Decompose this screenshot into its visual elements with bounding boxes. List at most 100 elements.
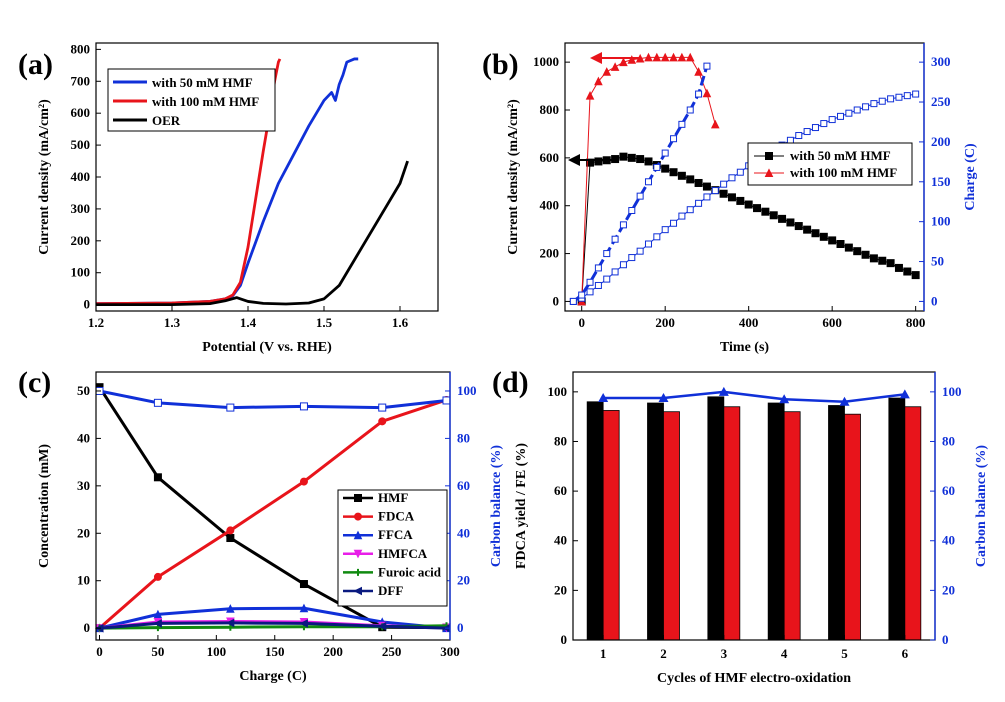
b-data-point — [686, 175, 695, 184]
a-y-axis-title: Current density (mA/cm²) — [37, 99, 52, 255]
b-data-point — [744, 200, 753, 209]
d-y2-tick-label: 40 — [942, 533, 955, 548]
d-bar — [647, 402, 664, 641]
series-line-3 — [96, 160, 409, 307]
a-x-tick-label: 1.5 — [316, 315, 333, 330]
a-legend-label: with 50 mM HMF — [152, 75, 253, 90]
c-x-tick-label: 100 — [207, 644, 227, 659]
b-series-line — [573, 93, 916, 302]
d-y2-tick-label: 100 — [942, 384, 962, 399]
b-data-point — [912, 90, 920, 98]
d-y-tick-label: 20 — [554, 582, 567, 597]
b-data-point — [677, 52, 687, 62]
c-legend-label: DFF — [378, 583, 403, 598]
b-data-point — [887, 95, 895, 103]
b-data-point — [611, 235, 619, 243]
b-y-tick-label: 1000 — [533, 54, 559, 69]
b-data-point — [878, 256, 887, 265]
b-data-point — [569, 297, 577, 305]
d-y2-axis-title: Carbon balance (%) — [974, 445, 989, 567]
a-panel-label: (a) — [18, 48, 53, 81]
b-data-point — [636, 192, 644, 200]
b-data-point — [878, 97, 886, 105]
c-y2-axis-title: Carbon balance (%) — [489, 445, 504, 567]
b-y-tick-label: 200 — [540, 246, 560, 261]
b-data-point — [586, 278, 594, 286]
c-x-tick-label: 150 — [265, 644, 285, 659]
a-y-tick-label: 100 — [71, 265, 91, 280]
b-data-point — [869, 254, 878, 263]
b-data-point — [585, 91, 595, 100]
b-data-point — [820, 120, 828, 128]
b-data-point — [670, 219, 678, 227]
b-data-point — [803, 225, 812, 234]
b-data-point — [720, 180, 728, 188]
d-data-point — [899, 389, 910, 399]
b-data-point — [703, 62, 711, 70]
c-data-point — [226, 534, 235, 543]
b-data-point — [603, 250, 611, 258]
c-legend-label: HMF — [378, 490, 408, 505]
b-data-point — [695, 90, 703, 98]
a-y-tick-label: 0 — [84, 297, 91, 312]
b-data-point — [628, 254, 636, 262]
b-data-point — [619, 261, 627, 269]
b-data-point — [828, 116, 836, 124]
c-x-tick-label: 0 — [96, 644, 103, 659]
b-data-point — [594, 281, 602, 289]
b-red-axis-arrowhead — [590, 52, 602, 64]
b-data-point — [736, 196, 745, 205]
d-bar — [663, 411, 680, 641]
c-x-tick-label: 250 — [382, 644, 402, 659]
d-x-axis-title: Cycles of HMF electro-oxidation — [657, 671, 851, 686]
b-data-point — [903, 92, 911, 100]
d-bar — [888, 397, 906, 641]
c-legend-label: Furoic acid — [378, 564, 442, 579]
b-data-point — [678, 212, 686, 220]
b-data-point — [786, 218, 795, 227]
c-y-tick-label: 20 — [77, 525, 90, 540]
b-data-point — [728, 174, 736, 182]
a-legend: with 50 mM HMF with 100 mM HMF OER — [107, 68, 276, 132]
b-data-point — [861, 250, 870, 259]
b-data-point — [644, 52, 653, 62]
b-y2-tick-label: 300 — [931, 54, 951, 69]
b-y2-tick-label: 0 — [931, 293, 938, 308]
c-legend-label: HMFCA — [378, 546, 428, 561]
a-y-tick-label: 400 — [71, 169, 91, 184]
d-bar — [828, 405, 845, 641]
b-data-point — [695, 199, 703, 207]
b-data-point — [819, 232, 828, 241]
b-data-point — [795, 132, 803, 140]
panel-d: 1 2 3 4 5 6 Cycles of HMF electro-oxidation 0 20… — [492, 366, 989, 686]
d-panel-label: (d) — [492, 366, 529, 399]
b-data-point — [586, 288, 594, 296]
b-data-point — [610, 62, 620, 71]
b-data-point — [702, 88, 712, 98]
b-data-point — [686, 106, 694, 114]
c-y2-tick-label: 80 — [457, 430, 470, 445]
b-x-tick-label: 800 — [906, 315, 926, 330]
b-y2-tick-label: 200 — [931, 134, 951, 149]
b-data-point — [895, 93, 903, 101]
b-legend-label: with 100 mM HMF — [790, 165, 897, 180]
b-data-point — [594, 76, 603, 86]
b-data-point — [710, 119, 720, 129]
panel-a: 1.2 1.3 1.4 1.5 1.6 Potential (V vs. RHE) 0 100… — [18, 41, 439, 355]
c-data-point — [299, 477, 308, 486]
b-data-point — [736, 168, 744, 176]
c-y2-tick-label: 0 — [457, 620, 464, 635]
b-data-point — [678, 120, 686, 128]
c-data-point — [299, 619, 308, 628]
a-legend-label: OER — [152, 113, 181, 128]
b-data-point — [685, 52, 695, 62]
b-data-point — [603, 275, 611, 283]
d-y-tick-label: 40 — [554, 533, 567, 548]
d-data-point — [658, 393, 669, 403]
c-data-point — [153, 473, 162, 482]
c-data-point — [442, 396, 451, 405]
c-y-tick-label: 10 — [77, 573, 90, 588]
b-data-point — [594, 264, 602, 272]
